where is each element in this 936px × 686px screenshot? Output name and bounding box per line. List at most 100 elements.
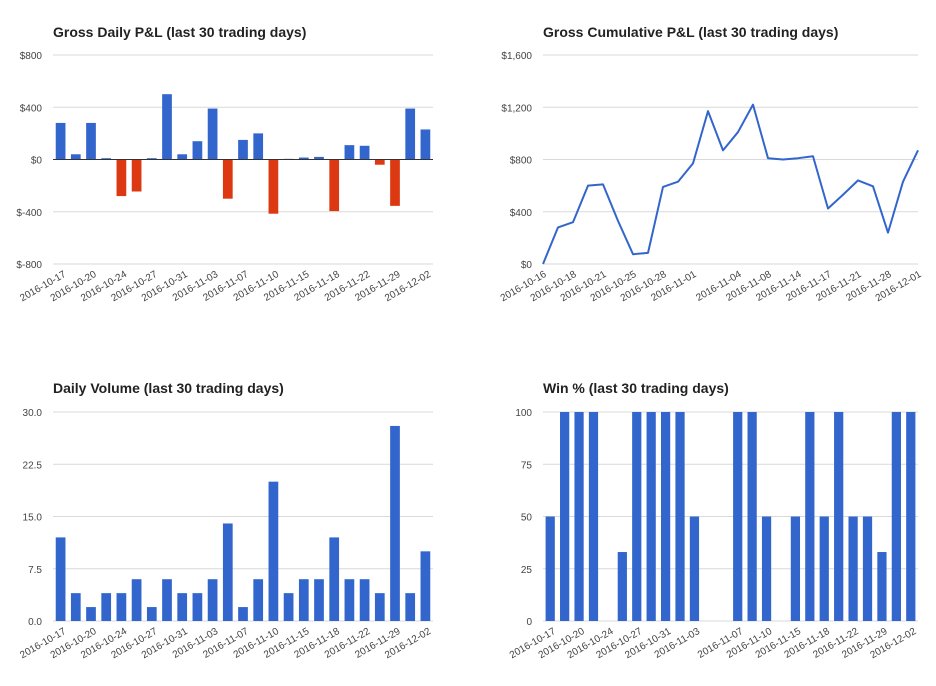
- bar: [632, 412, 642, 621]
- bar: [733, 412, 743, 621]
- bar: [344, 145, 355, 160]
- bar: [268, 159, 279, 214]
- bar: [101, 593, 112, 621]
- bar: [192, 593, 203, 621]
- win-percent-chart: Win % (last 30 trading days) 02550751002…: [508, 380, 919, 661]
- bar: [162, 579, 172, 621]
- y-tick-label: $400: [20, 103, 43, 114]
- bar: [314, 156, 324, 160]
- bar: [761, 516, 772, 621]
- bar: [131, 579, 142, 621]
- y-tick-label: 50: [521, 513, 533, 524]
- bar: [374, 159, 385, 165]
- bar: [146, 607, 157, 621]
- bar: [906, 412, 916, 621]
- y-tick-label: 0: [526, 617, 532, 628]
- bar: [298, 157, 309, 160]
- bar: [253, 133, 264, 160]
- chart-title: Win % (last 30 trading days): [543, 380, 729, 396]
- bar: [207, 108, 218, 160]
- bar: [116, 593, 127, 621]
- bar: [222, 523, 233, 621]
- chart-title: Daily Volume (last 30 trading days): [53, 380, 284, 396]
- y-tick-label: 100: [515, 408, 532, 419]
- bar: [101, 158, 112, 160]
- bar: [329, 537, 340, 621]
- bar: [790, 516, 801, 621]
- bar: [131, 159, 142, 192]
- bar: [55, 537, 66, 621]
- bar: [238, 607, 248, 621]
- bar: [55, 122, 66, 160]
- bar: [588, 412, 599, 621]
- bar: [116, 159, 127, 197]
- bar: [390, 425, 400, 621]
- bar: [238, 139, 248, 160]
- bar: [298, 579, 309, 621]
- y-tick-label: $1,600: [501, 51, 532, 62]
- bar: [70, 593, 81, 621]
- y-tick-label: 15.0: [23, 513, 43, 524]
- bar: [207, 579, 218, 621]
- bar: [834, 412, 844, 621]
- y-tick-label: 25: [521, 565, 533, 576]
- y-tick-label: $0: [31, 156, 43, 167]
- bar: [675, 412, 685, 621]
- bar: [390, 159, 400, 206]
- y-tick-label: $400: [510, 208, 533, 219]
- y-tick-label: $800: [510, 156, 533, 167]
- gross-daily-pnl-chart: Gross Daily P&L (last 30 trading days) $…: [16, 24, 433, 304]
- bar: [359, 579, 370, 621]
- y-tick-label: $-400: [16, 208, 42, 219]
- bar: [405, 593, 416, 621]
- bar: [660, 412, 671, 621]
- bar: [877, 552, 887, 621]
- bar: [848, 516, 858, 621]
- y-tick-label: 30.0: [23, 408, 43, 419]
- bar: [420, 129, 431, 160]
- gross-cumulative-pnl-chart: Gross Cumulative P&L (last 30 trading da…: [499, 24, 924, 304]
- bar: [374, 593, 385, 621]
- bar: [70, 154, 81, 160]
- bar: [222, 159, 233, 199]
- y-tick-label: 22.5: [23, 460, 43, 471]
- series-line: [542, 103, 919, 265]
- bar: [747, 412, 757, 621]
- bar: [617, 552, 627, 621]
- y-tick-label: $800: [20, 51, 43, 62]
- bar: [545, 516, 555, 621]
- bar: [177, 154, 188, 160]
- bar: [689, 516, 700, 621]
- daily-volume-chart: Daily Volume (last 30 trading days) 0.0 7…: [18, 380, 433, 661]
- bar: [177, 593, 188, 621]
- bar: [420, 551, 431, 621]
- bar: [329, 159, 340, 212]
- bar: [862, 516, 873, 621]
- chart-title: Gross Cumulative P&L (last 30 trading da…: [543, 24, 838, 40]
- bar: [162, 94, 172, 160]
- bar: [405, 108, 416, 160]
- y-tick-label: $0: [521, 260, 533, 271]
- bar: [86, 122, 96, 160]
- bar: [283, 593, 294, 621]
- bar: [560, 412, 570, 621]
- bar: [819, 516, 829, 621]
- bar: [268, 481, 279, 621]
- bar: [344, 579, 355, 621]
- bar: [146, 158, 157, 160]
- bar: [86, 607, 96, 621]
- bar: [314, 579, 324, 621]
- y-tick-label: 75: [521, 460, 533, 471]
- bar: [359, 145, 370, 160]
- bar: [574, 412, 584, 621]
- bar: [891, 412, 901, 621]
- y-tick-label: $-800: [16, 260, 42, 271]
- y-tick-label: 7.5: [28, 565, 42, 576]
- bar: [805, 412, 815, 621]
- y-tick-label: $1,200: [501, 103, 532, 114]
- bar: [192, 141, 203, 160]
- y-tick-label: 0.0: [28, 617, 42, 628]
- chart-title: Gross Daily P&L (last 30 trading days): [53, 24, 306, 40]
- bar: [646, 412, 656, 621]
